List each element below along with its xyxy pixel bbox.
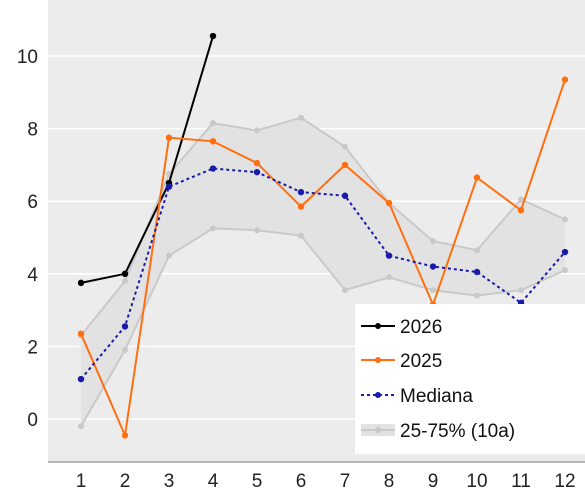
- series-point-2025: [473, 174, 481, 181]
- series-line-2026: [80, 35, 214, 284]
- series-point-mediana: [77, 375, 85, 383]
- legend-item-mediana: Mediana: [361, 386, 473, 407]
- y-tick-label: 2: [27, 337, 38, 358]
- y-tick-label: 4: [27, 265, 38, 286]
- band-lower-point: [254, 227, 260, 234]
- legend-marker-2025: [375, 357, 381, 363]
- x-tick-label: 11: [511, 471, 531, 492]
- legend-marker-band: [375, 427, 381, 433]
- legend-marker-mediana: [375, 392, 381, 398]
- band-lower-point: [78, 423, 84, 430]
- band-lower-point: [386, 274, 392, 281]
- series-point-2025: [209, 138, 217, 145]
- legend: 2026 2025 Mediana 25-75% (10a): [355, 304, 585, 454]
- band-upper-point: [518, 196, 524, 203]
- x-tick-label: 2: [120, 471, 131, 492]
- band-lower-point: [474, 292, 480, 299]
- legend-item-band: 25-75% (10a): [361, 421, 515, 442]
- series-point-2025: [385, 199, 393, 207]
- x-tick-label: 1: [76, 471, 87, 492]
- legend-label-band: 25-75% (10a): [400, 421, 515, 442]
- series-point-mediana: [209, 165, 217, 172]
- series-point-mediana: [253, 168, 261, 176]
- y-axis-ticks: 0 2 4 6 8 10: [17, 47, 39, 431]
- x-tick-label: 8: [384, 471, 395, 492]
- series-line-2025: [80, 79, 566, 439]
- y-tick-label: 10: [17, 47, 38, 68]
- band-lower-point: [166, 252, 172, 259]
- band-lower-point: [210, 225, 216, 232]
- legend-label-2025: 2025: [400, 351, 442, 372]
- band-upper-point: [342, 143, 348, 150]
- series-line-mediana: [80, 167, 566, 380]
- x-tick-label: 12: [554, 471, 575, 492]
- legend-item-2026: 2026: [361, 317, 442, 338]
- legend-marker-2026: [375, 323, 381, 329]
- series-point-2026: [77, 279, 85, 287]
- series-point-2025: [517, 207, 525, 214]
- series-points: [77, 32, 569, 439]
- band-upper-point: [254, 127, 260, 134]
- series-point-mediana: [561, 248, 569, 256]
- legend-label-mediana: Mediana: [400, 386, 473, 407]
- series-point-mediana: [385, 252, 393, 259]
- series-point-mediana: [429, 263, 437, 270]
- band-lower-point: [342, 287, 348, 294]
- x-tick-label: 4: [208, 471, 219, 492]
- x-axis-ticks: 1 2 3 4 5 6 7 8 9 10 11 12: [76, 471, 576, 492]
- series-point-2025: [297, 203, 305, 210]
- series-point-mediana: [121, 323, 129, 330]
- x-tick-label: 9: [428, 471, 439, 492]
- series-point-2025: [561, 76, 569, 83]
- series-point-2025: [341, 161, 349, 169]
- series-point-2026: [121, 270, 129, 277]
- series-point-2025: [253, 159, 261, 167]
- legend-label-2026: 2026: [400, 317, 442, 338]
- x-tick-label: 5: [252, 471, 263, 492]
- band-lower-point: [298, 232, 304, 239]
- band-upper-point: [562, 216, 568, 223]
- series-point-mediana: [165, 183, 173, 190]
- series-point-2025: [165, 134, 173, 141]
- series-point-2026: [209, 32, 217, 40]
- y-tick-label: 0: [27, 410, 38, 431]
- series-point-2025: [77, 330, 85, 337]
- band-lower-point: [122, 347, 128, 354]
- band-lower-line: [80, 227, 566, 427]
- band-lower-point: [518, 287, 524, 294]
- x-tick-label: 7: [340, 471, 351, 492]
- x-tick-label: 3: [164, 471, 175, 492]
- band-lower-point: [430, 287, 436, 294]
- series-point-mediana: [297, 188, 305, 196]
- x-tick-label: 6: [296, 471, 307, 492]
- band-upper-point: [474, 247, 480, 254]
- band-upper-point: [430, 238, 436, 245]
- band-upper-point: [122, 278, 128, 285]
- y-tick-label: 6: [27, 192, 38, 213]
- series-point-2025: [121, 432, 129, 439]
- series-lines: [80, 35, 566, 439]
- band-fill: [81, 117, 565, 427]
- legend-item-2025: 2025: [361, 351, 442, 372]
- band-lower-point: [562, 267, 568, 274]
- band-upper-point: [210, 120, 216, 127]
- x-tick-label: 10: [466, 471, 487, 492]
- series-point-mediana: [341, 192, 349, 199]
- y-tick-label: 8: [27, 120, 38, 141]
- band-upper-point: [298, 114, 304, 121]
- series-point-mediana: [473, 268, 481, 276]
